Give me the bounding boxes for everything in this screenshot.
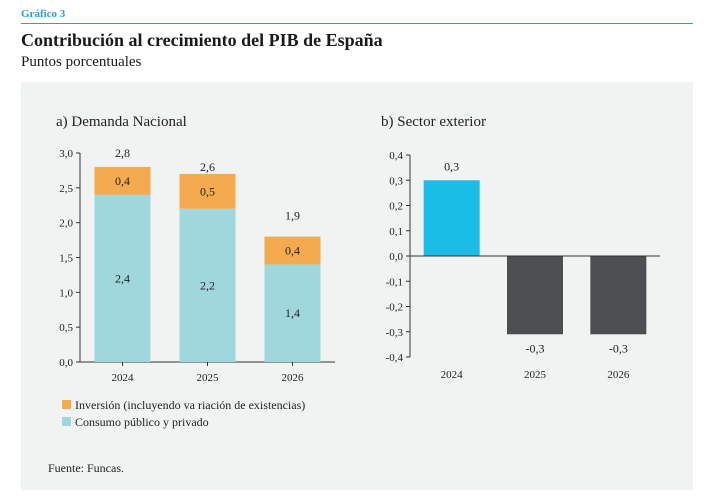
bar-inversion-2025 bbox=[179, 173, 236, 209]
bar-exterior-2025 bbox=[507, 256, 563, 335]
data-label-consumo-2024: 2,4 bbox=[115, 271, 130, 285]
x-tick-label-2025: 2025 bbox=[197, 372, 220, 384]
figure-subtitle: Puntos porcentuales bbox=[21, 54, 142, 70]
data-label-inversion-2024: 0,4 bbox=[115, 174, 130, 188]
chart-b-title: b) Sector exterior bbox=[381, 114, 486, 130]
data-label-exterior-2024: 0,3 bbox=[444, 159, 459, 173]
bar-consumo-2026 bbox=[264, 264, 321, 362]
y-tick-label: 0,0 bbox=[59, 357, 73, 369]
y-tick-label: 0,0 bbox=[389, 251, 403, 263]
y-tick-label: 0,3 bbox=[389, 175, 403, 187]
figure-label: Gráfico 3 bbox=[21, 8, 66, 20]
header-rule bbox=[21, 23, 693, 24]
data-label-inversion-2026: 0,4 bbox=[285, 244, 300, 258]
y-tick-label: 2,5 bbox=[59, 183, 73, 195]
total-label-2025: 2,6 bbox=[200, 160, 215, 174]
y-tick-label: 1,5 bbox=[59, 253, 73, 265]
y-tick-label: 2,0 bbox=[59, 218, 73, 230]
y-tick-label: 0,1 bbox=[389, 226, 403, 238]
legend-item-inversion: Inversión (incluyendo va riación de exis… bbox=[62, 398, 305, 413]
y-tick-label: 3,0 bbox=[59, 148, 73, 160]
y-tick-label: -0,1 bbox=[386, 276, 403, 288]
bar-consumo-2024 bbox=[94, 194, 151, 362]
legend-label-inversion: Inversión (incluyendo va riación de exis… bbox=[75, 398, 306, 412]
data-label-inversion-2025: 0,5 bbox=[200, 184, 215, 198]
bar-exterior-2024 bbox=[423, 180, 480, 256]
legend-swatch-inversion bbox=[62, 400, 71, 409]
data-label-exterior-2025: -0,3 bbox=[526, 341, 545, 355]
y-tick-label: 0,2 bbox=[389, 201, 403, 213]
y-tick-label: -0,4 bbox=[386, 352, 404, 364]
figure-title: Contribución al crecimiento del PIB de E… bbox=[21, 30, 383, 50]
bar-inversion-2024 bbox=[94, 166, 151, 195]
bar-exterior-2026 bbox=[590, 256, 647, 335]
legend-swatch-consumo bbox=[62, 417, 71, 426]
chart-a-title: a) Demanda Nacional bbox=[56, 114, 187, 130]
x-tick-label-2024: 2024 bbox=[112, 372, 135, 384]
y-tick-label: 1,0 bbox=[59, 287, 73, 299]
total-label-2026: 1,9 bbox=[285, 209, 300, 223]
total-label-2024: 2,8 bbox=[115, 146, 130, 160]
source-note: Fuente: Funcas. bbox=[48, 461, 124, 475]
legend-label-consumo: Consumo público y privado bbox=[75, 415, 209, 429]
y-tick-label: -0,2 bbox=[386, 302, 403, 314]
data-label-consumo-2025: 2,2 bbox=[200, 278, 215, 292]
legend-item-consumo: Consumo público y privado bbox=[62, 415, 209, 430]
x-tick-label-2026: 2026 bbox=[607, 369, 630, 381]
x-tick-label-2024: 2024 bbox=[441, 369, 464, 381]
y-tick-label: 0,5 bbox=[59, 322, 73, 334]
y-tick-label: 0,4 bbox=[389, 150, 403, 162]
x-tick-label-2025: 2025 bbox=[524, 369, 547, 381]
data-label-consumo-2026: 1,4 bbox=[285, 306, 300, 320]
bar-consumo-2025 bbox=[179, 208, 236, 362]
y-tick-label: -0,3 bbox=[386, 327, 404, 339]
x-tick-label-2026: 2026 bbox=[282, 372, 305, 384]
data-label-exterior-2026: -0,3 bbox=[609, 341, 628, 355]
bar-inversion-2026 bbox=[264, 236, 321, 265]
